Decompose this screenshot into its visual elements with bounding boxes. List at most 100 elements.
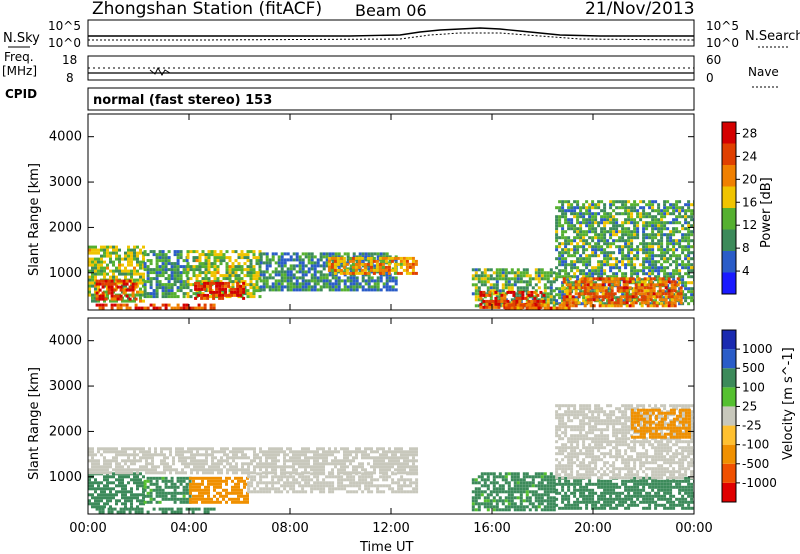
data-cell	[231, 268, 235, 272]
data-cell	[339, 271, 343, 275]
data-cell	[585, 299, 589, 303]
data-cell	[331, 288, 335, 292]
data-cell	[372, 259, 376, 263]
data-cell	[630, 209, 634, 213]
data-cell	[130, 248, 133, 252]
data-cell	[193, 462, 196, 466]
data-cell	[169, 468, 172, 472]
data-cell	[687, 209, 691, 213]
data-cell	[546, 295, 550, 299]
data-cell	[155, 306, 159, 310]
data-cell	[310, 267, 314, 271]
nsky-tick-top-left: 10^5	[48, 19, 81, 33]
data-cell	[334, 459, 337, 463]
data-cell	[106, 284, 109, 288]
data-cell	[307, 267, 311, 271]
data-cell	[684, 233, 688, 237]
data-cell	[139, 278, 142, 282]
data-cell	[412, 490, 416, 494]
data-cell	[91, 505, 94, 509]
data-cell	[360, 262, 364, 266]
data-cell	[139, 478, 142, 482]
data-cell	[358, 484, 362, 488]
data-cell	[474, 487, 478, 491]
data-cell	[136, 245, 139, 249]
data-cell	[486, 292, 490, 296]
data-cell	[664, 292, 668, 296]
data-cell	[115, 269, 118, 273]
data-cell	[600, 239, 604, 243]
data-cell	[382, 472, 386, 476]
data-cell	[322, 273, 326, 277]
data-cell	[504, 475, 508, 479]
data-cell	[663, 257, 667, 261]
data-cell	[415, 465, 418, 469]
data-cell	[486, 475, 490, 479]
data-cell	[664, 280, 668, 284]
data-cell	[139, 465, 142, 469]
data-cell	[654, 236, 658, 240]
data-cell	[604, 280, 608, 284]
data-cell	[181, 468, 184, 472]
data-cell	[259, 456, 262, 460]
data-cell	[672, 272, 676, 276]
data-cell	[185, 303, 189, 307]
data-cell	[512, 293, 516, 297]
data-cell	[334, 252, 338, 256]
data-cell	[477, 481, 481, 485]
data-cell	[292, 273, 296, 277]
data-cell	[661, 283, 665, 287]
data-cell	[200, 306, 204, 310]
data-cell	[103, 484, 106, 488]
data-cell	[633, 221, 637, 225]
data-cell	[479, 296, 483, 300]
data-cell	[124, 496, 127, 500]
data-cell	[630, 293, 634, 297]
data-cell	[198, 485, 201, 489]
data-cell	[567, 200, 571, 204]
data-cell	[576, 236, 580, 240]
data-cell	[164, 253, 168, 257]
data-cell	[385, 478, 389, 482]
data-cell	[495, 295, 499, 299]
data-cell	[210, 500, 213, 504]
data-cell	[370, 450, 373, 454]
data-cell	[624, 254, 628, 258]
data-cell	[651, 218, 655, 222]
data-cell	[210, 271, 214, 275]
data-cell	[640, 301, 644, 305]
data-cell	[181, 471, 184, 475]
data-cell	[600, 245, 604, 249]
data-cell	[94, 260, 97, 264]
data-cell	[226, 453, 229, 457]
data-cell	[681, 281, 685, 285]
data-cell	[161, 268, 165, 272]
data-cell	[112, 447, 115, 451]
data-cell	[364, 472, 368, 476]
data-cell	[274, 472, 278, 476]
data-cell	[244, 453, 247, 457]
data-cell	[616, 298, 620, 302]
data-cell	[176, 295, 180, 299]
data-cell	[243, 268, 247, 272]
data-cell	[564, 221, 568, 225]
data-cell	[88, 502, 91, 506]
data-cell	[367, 472, 371, 476]
data-cell	[687, 236, 691, 240]
data-cell	[384, 259, 388, 263]
data-cell	[322, 478, 326, 482]
data-cell	[301, 447, 304, 451]
data-cell	[681, 239, 685, 243]
data-cell	[136, 478, 139, 482]
data-cell	[516, 277, 520, 281]
data-cell	[142, 468, 145, 472]
data-cell	[607, 283, 611, 287]
data-cell	[331, 484, 335, 488]
data-cell	[237, 253, 241, 257]
data-cell	[307, 252, 311, 256]
data-cell	[515, 296, 519, 300]
data-cell	[352, 471, 355, 475]
data-cell	[274, 267, 278, 271]
data-cell	[498, 298, 502, 302]
data-cell	[220, 459, 223, 463]
